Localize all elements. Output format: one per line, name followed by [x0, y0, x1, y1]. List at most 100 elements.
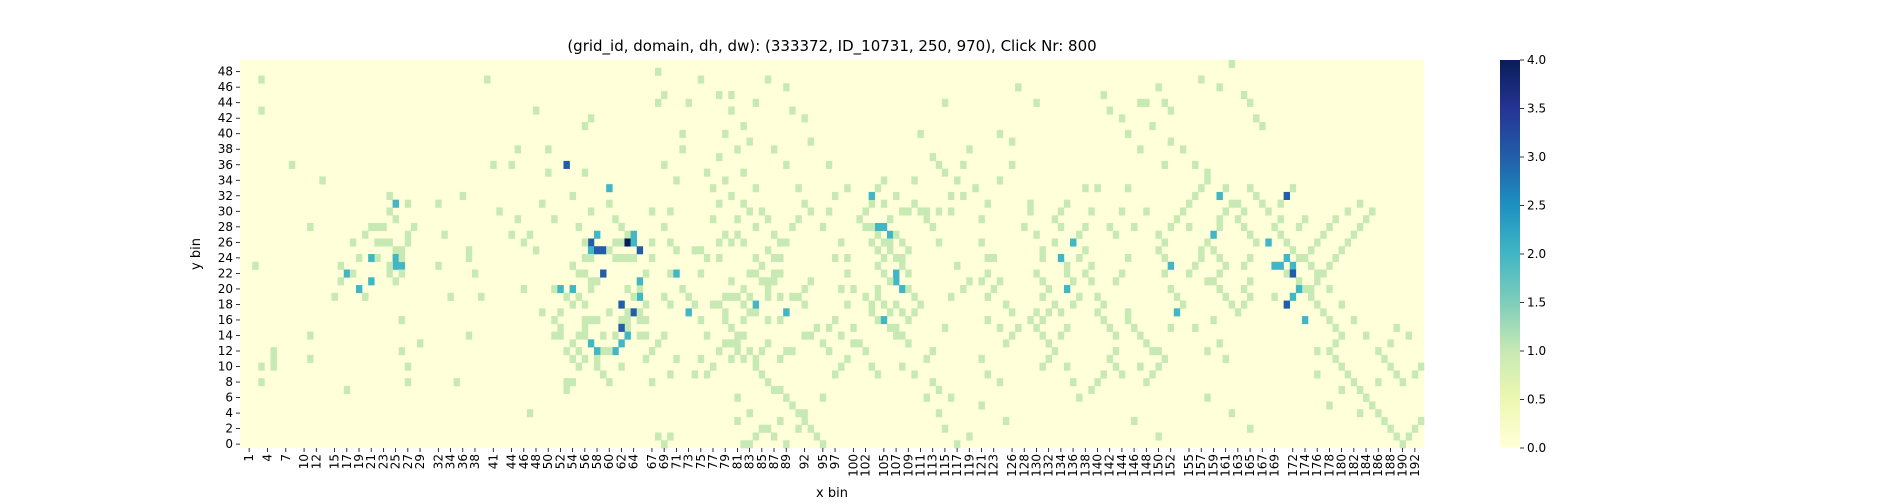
heatmap-cell: [1204, 168, 1211, 177]
heatmap-cell: [1002, 339, 1010, 348]
heatmap-cell: [740, 300, 747, 309]
colorbar-tick-label: 1.5: [1527, 296, 1546, 310]
colorbar-tick-label: 2.5: [1527, 199, 1546, 213]
heatmap-cell: [630, 238, 637, 247]
heatmap-cell: [398, 316, 406, 325]
heatmap-cell: [1314, 238, 1321, 247]
heatmap-cell: [801, 285, 808, 294]
x-tick-label: 41: [486, 454, 500, 469]
heatmap-cell: [770, 254, 778, 263]
heatmap-cell: [587, 254, 595, 263]
heatmap-cell: [1008, 331, 1016, 340]
heatmap-cell: [1289, 269, 1297, 278]
heatmap-cell: [624, 285, 631, 294]
heatmap-cell: [1216, 269, 1223, 278]
heatmap-cell: [1167, 106, 1175, 115]
heatmap-cell: [789, 401, 796, 410]
heatmap-cell: [758, 207, 766, 216]
heatmap-cell: [1118, 269, 1126, 278]
heatmap-cell: [996, 129, 1004, 138]
heatmap-cell: [636, 331, 644, 340]
heatmap-cell: [1204, 347, 1211, 356]
heatmap-cell: [1112, 362, 1120, 371]
y-tick-label: 24: [218, 251, 233, 265]
heatmap-cell: [868, 222, 876, 232]
x-tick-label: 123: [987, 454, 1001, 477]
heatmap-cell: [600, 347, 607, 356]
x-tick-label: 174: [1298, 454, 1312, 477]
heatmap-cell: [838, 331, 845, 340]
x-tick-label: 48: [529, 454, 543, 469]
chart-title: (grid_id, domain, dh, dw): (333372, ID_1…: [567, 37, 1096, 56]
heatmap-cell: [587, 207, 595, 216]
heatmap-cell: [624, 323, 631, 332]
heatmap-cell: [1057, 308, 1065, 317]
heatmap-cell: [587, 339, 595, 348]
heatmap-cell: [648, 238, 656, 247]
heatmap-cell: [630, 308, 637, 317]
heatmap-cell: [453, 378, 461, 387]
heatmap-cell: [1381, 416, 1388, 426]
heatmap-cell: [1106, 354, 1114, 363]
heatmap-cell: [1106, 222, 1114, 232]
heatmap-cell: [624, 308, 631, 317]
heatmap-cell: [764, 339, 772, 348]
x-tick-label: 46: [517, 454, 531, 469]
heatmap-cell: [886, 308, 894, 317]
heatmap-cell: [886, 277, 894, 286]
heatmap-cell: [947, 292, 955, 301]
heatmap-cell: [746, 207, 753, 216]
x-tick-label: 172: [1286, 454, 1300, 477]
heatmap-cell: [593, 362, 601, 371]
heatmap-cell: [1051, 300, 1059, 309]
heatmap-cell: [374, 238, 381, 247]
heatmap-cell: [752, 308, 760, 317]
heatmap-cell: [1326, 285, 1333, 294]
heatmap-cell: [770, 277, 778, 286]
heatmap-cell: [1240, 91, 1248, 100]
x-tick-label: 115: [938, 454, 952, 477]
heatmap-cell: [600, 370, 607, 379]
heatmap-cell: [1143, 378, 1150, 387]
heatmap-cell: [722, 339, 729, 348]
heatmap-cell: [1082, 246, 1089, 255]
heatmap-cell: [557, 323, 564, 332]
y-axis-ticks: 0246810121416182022242628303234363840424…: [218, 65, 240, 451]
heatmap-cell: [612, 331, 619, 340]
heatmap-cell: [1247, 424, 1254, 433]
x-tick-label: 25: [389, 454, 403, 469]
heatmap-cell: [545, 168, 552, 177]
heatmap-cell: [1332, 339, 1339, 348]
heatmap-cell: [862, 347, 869, 356]
heatmap-cell: [1234, 215, 1242, 224]
heatmap-cell: [1393, 370, 1400, 379]
heatmap-cell: [929, 222, 937, 232]
heatmap-cell: [905, 285, 912, 294]
heatmap-cell: [978, 401, 985, 410]
heatmap-cell: [593, 230, 601, 239]
heatmap-cell: [819, 393, 827, 402]
x-tick-label: 64: [627, 454, 641, 469]
heatmap-cell: [508, 160, 515, 169]
heatmap-cell: [618, 222, 625, 232]
heatmap-cell: [679, 129, 686, 138]
heatmap-cell: [1222, 207, 1229, 216]
heatmap-cell: [1198, 184, 1205, 193]
heatmap-cell: [886, 323, 894, 332]
heatmap-cell: [801, 199, 808, 208]
heatmap-cell: [1216, 83, 1223, 92]
heatmap-cell: [752, 300, 760, 309]
heatmap-cell: [374, 254, 381, 263]
heatmap-cell: [954, 176, 961, 185]
y-tick-label: 16: [218, 313, 233, 327]
heatmap-cell: [1045, 308, 1053, 317]
heatmap-cell: [1082, 222, 1089, 232]
heatmap-cell: [807, 424, 814, 433]
heatmap-cell: [960, 191, 967, 200]
heatmap-cell: [1387, 339, 1394, 348]
heatmap-cell: [508, 230, 515, 239]
heatmap-cell: [1387, 424, 1394, 433]
heatmap-cell: [758, 261, 766, 270]
heatmap-cell: [874, 230, 882, 239]
heatmap-cell: [764, 285, 772, 294]
